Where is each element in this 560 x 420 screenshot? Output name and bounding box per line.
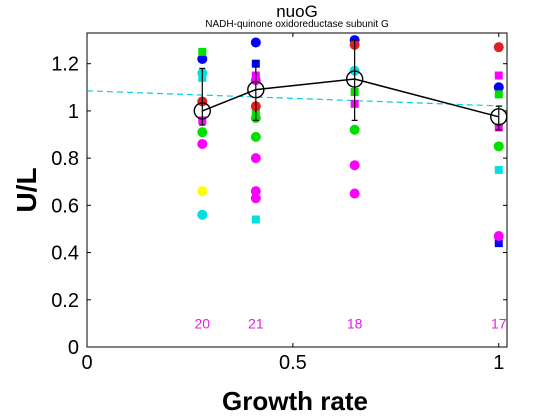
data-point-circle	[493, 231, 504, 242]
data-point-circle	[493, 82, 504, 93]
data-point-square	[494, 71, 503, 80]
y-tick-label: 0	[68, 337, 79, 359]
y-tick-label: 0.6	[51, 195, 79, 217]
trend-line-layer	[86, 90, 508, 107]
data-point-circle	[250, 153, 261, 164]
data-point-circle	[250, 37, 261, 48]
data-point-circle	[493, 42, 504, 53]
x-axis: 0 0.5 1	[81, 33, 504, 374]
data-point-circle	[493, 141, 504, 152]
sample-count-layer: 20 21 18 17	[195, 315, 507, 331]
x-tick-label: 0.5	[279, 352, 307, 374]
x-tick-label: 1	[493, 352, 504, 374]
data-point-circle	[197, 186, 208, 197]
data-point-circle	[250, 186, 261, 197]
mean-marker	[247, 80, 265, 99]
data-point-square	[198, 47, 207, 56]
data-point-circle	[197, 127, 208, 138]
sample-count-label: 17	[491, 315, 507, 331]
mean-marker	[490, 108, 508, 126]
y-axis-label: U/L	[11, 167, 42, 212]
data-point-circle	[349, 124, 360, 135]
sample-count-label: 21	[248, 315, 264, 331]
data-point-circle	[349, 160, 360, 171]
data-point-circle	[197, 209, 208, 220]
x-axis-label: Growth rate	[222, 386, 368, 416]
mean-line-layer	[193, 39, 508, 131]
data-point-square	[251, 215, 260, 224]
data-point-square	[494, 90, 503, 99]
chart-title: nuoG	[276, 2, 318, 21]
mean-marker	[345, 70, 364, 88]
sample-count-label: 20	[195, 315, 211, 331]
x-tick-label: 0	[81, 352, 92, 374]
data-point-circle	[197, 138, 208, 149]
trend-line	[86, 90, 508, 107]
chart-subtitle: NADH-quinone oxidoreductase subunit G	[205, 19, 389, 30]
mean-line	[202, 78, 499, 118]
data-point-circle	[197, 53, 208, 64]
data-point-circle	[349, 188, 360, 199]
y-tick-label: 0.4	[51, 243, 79, 265]
data-point-square	[494, 239, 503, 248]
mean-marker	[193, 102, 211, 120]
y-tick-label: 0.2	[51, 290, 79, 312]
data-points-layer	[197, 35, 504, 248]
data-point-circle	[250, 131, 261, 142]
sample-count-label: 18	[347, 315, 363, 331]
y-tick-label: 0.8	[51, 148, 79, 170]
data-point-circle	[250, 193, 261, 204]
y-tick-label: 1.2	[51, 54, 79, 76]
y-axis: 0 0.2 0.4 0.6 0.8 1 1.2	[51, 54, 507, 359]
data-point-square	[494, 165, 503, 174]
plot-area	[86, 32, 508, 348]
y-tick-label: 1	[68, 101, 79, 123]
